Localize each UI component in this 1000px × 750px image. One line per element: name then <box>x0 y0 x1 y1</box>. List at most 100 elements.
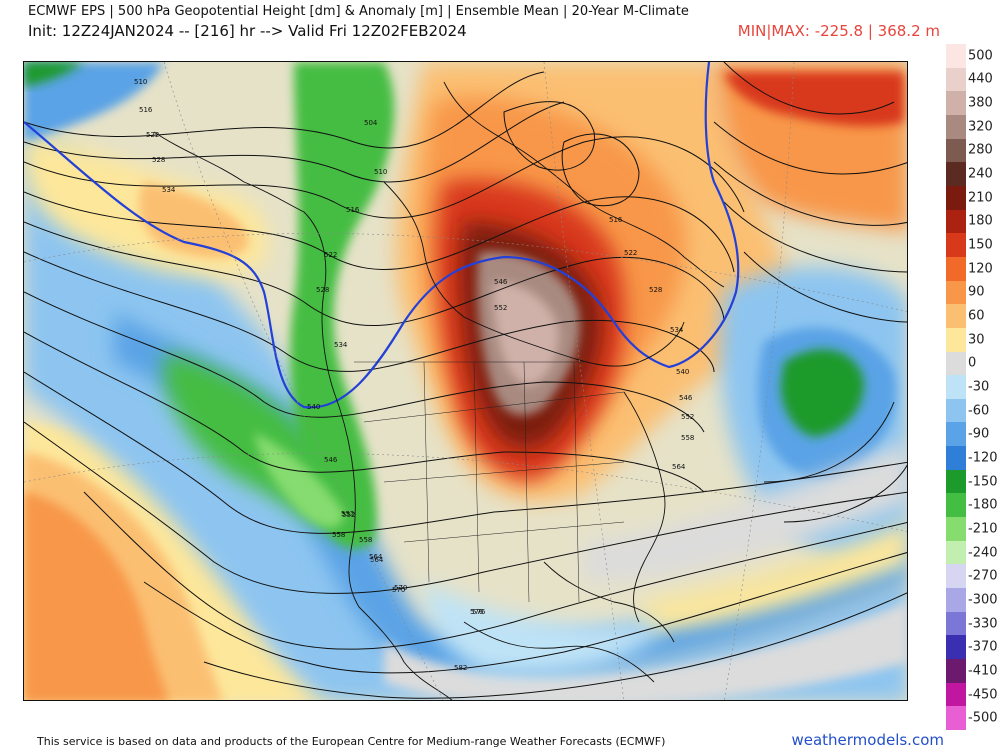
coastlines <box>153 81 725 700</box>
anomaly-fill <box>24 62 907 700</box>
contour-label: 558 <box>359 536 372 544</box>
legend-swatch <box>946 327 966 352</box>
legend-swatch <box>946 659 966 684</box>
contour-label: 504 <box>364 119 378 127</box>
legend-swatch <box>946 138 966 163</box>
contour-label: 534 <box>670 326 684 334</box>
contour-label: 540 <box>676 368 689 376</box>
anomaly-map: 510 516 522 528 534 504 510 516 522 528 … <box>23 61 908 701</box>
legend-swatch <box>946 422 966 447</box>
legend-swatch <box>946 682 966 707</box>
legend-swatch <box>946 469 966 494</box>
contour-label: 528 <box>316 286 329 294</box>
contour-label: 516 <box>139 106 153 114</box>
legend-label: 320 <box>968 119 993 135</box>
lat-lon-grid <box>24 62 907 700</box>
legend-label: 210 <box>968 190 993 206</box>
legend-label: -240 <box>968 545 998 561</box>
contour-label: 570 <box>392 586 405 594</box>
contour-label: 570 <box>394 584 407 592</box>
legend-swatch <box>946 304 966 329</box>
contour-label: 546 <box>324 456 338 464</box>
legend-label: -120 <box>968 450 998 466</box>
legend-label: 30 <box>968 332 985 348</box>
legend-label: -410 <box>968 663 998 679</box>
contour-label: 564 <box>369 553 383 561</box>
legend-label: 0 <box>968 355 977 371</box>
contour-label: 522 <box>324 251 337 259</box>
legend-label: -330 <box>968 616 998 632</box>
contour-label: 516 <box>346 206 360 214</box>
legend-swatch <box>946 588 966 613</box>
legend-swatch <box>946 493 966 518</box>
legend-swatch <box>946 611 966 636</box>
legend-swatch <box>946 91 966 116</box>
legend-swatch <box>946 398 966 423</box>
legend-label: 240 <box>968 166 993 182</box>
contour-label: 552 <box>341 510 354 518</box>
legend-label: 90 <box>968 284 985 300</box>
legend-swatch <box>946 706 966 731</box>
contour-label: 564 <box>672 463 686 471</box>
legend-swatch <box>946 635 966 660</box>
borders <box>354 361 625 603</box>
legend-swatch <box>946 114 966 140</box>
contour-label: 552 <box>342 511 355 519</box>
legend-label: 500 <box>968 48 993 64</box>
init-valid-time: Init: 12Z24JAN2024 -- [216] hr --> Valid… <box>28 22 467 40</box>
legend-swatch <box>946 209 966 234</box>
legend-label: -60 <box>968 403 990 419</box>
legend-swatch <box>946 351 966 376</box>
contour-label: 582 <box>454 664 467 672</box>
contour-label: 534 <box>162 186 176 194</box>
ecmwf-attribution: This service is based on data and produc… <box>37 735 666 748</box>
contour-label: 510 <box>374 168 387 176</box>
contour-label: 546 <box>494 278 508 286</box>
legend-label: 380 <box>968 95 993 111</box>
legend-swatch <box>946 517 966 542</box>
legend-label: 150 <box>968 237 993 253</box>
contour-label: 516 <box>609 216 623 224</box>
brand-link[interactable]: weathermodels.com <box>791 731 944 749</box>
contour-540-line <box>24 62 740 409</box>
legend-label: -500 <box>968 710 998 726</box>
min-max-readout: MIN|MAX: -225.8 | 368.2 m <box>737 22 940 40</box>
contour-label: 510 <box>134 78 147 86</box>
legend-swatch <box>946 233 966 258</box>
color-legend: 500 440 380 320 280 240 210 180 150 120 90 60 30 0 -30… <box>946 44 1000 731</box>
legend-label: -450 <box>968 687 998 703</box>
legend-swatch <box>946 256 966 282</box>
legend-label: 280 <box>968 142 993 158</box>
legend-label: -370 <box>968 639 998 655</box>
legend-swatch <box>946 162 966 187</box>
contour-label: 522 <box>146 131 159 139</box>
legend-swatch <box>946 446 966 471</box>
contour-label: 564 <box>370 556 384 564</box>
contour-label: 576 <box>470 608 484 616</box>
contour-label: 522 <box>624 249 637 257</box>
legend-label: 440 <box>968 71 993 87</box>
legend-label: -270 <box>968 568 998 584</box>
legend-label: -180 <box>968 497 998 513</box>
chart-title: ECMWF EPS | 500 hPa Geopotential Height … <box>28 4 689 19</box>
legend-label: 120 <box>968 261 993 277</box>
legend-swatch <box>946 185 966 211</box>
contour-labels: 510 516 522 528 534 504 510 516 522 528 … <box>134 78 694 672</box>
contour-label: 558 <box>332 531 345 539</box>
legend-swatch <box>946 280 966 305</box>
contour-label: 552 <box>494 304 507 312</box>
contour-label: 540 <box>307 403 320 411</box>
legend-swatch <box>946 44 966 69</box>
legend-swatch <box>946 540 966 565</box>
map-canvas: 510 516 522 528 534 504 510 516 522 528 … <box>24 62 907 700</box>
contour-label: 558 <box>681 434 694 442</box>
legend-label: -30 <box>968 379 990 395</box>
legend-label: 180 <box>968 213 993 229</box>
height-contours <box>24 62 907 699</box>
contour-label: 552 <box>681 413 694 421</box>
contour-label: 576 <box>472 608 486 616</box>
legend-label: -150 <box>968 474 998 490</box>
legend-label: -210 <box>968 521 998 537</box>
legend-label: 60 <box>968 308 985 324</box>
legend-label: -90 <box>968 426 990 442</box>
